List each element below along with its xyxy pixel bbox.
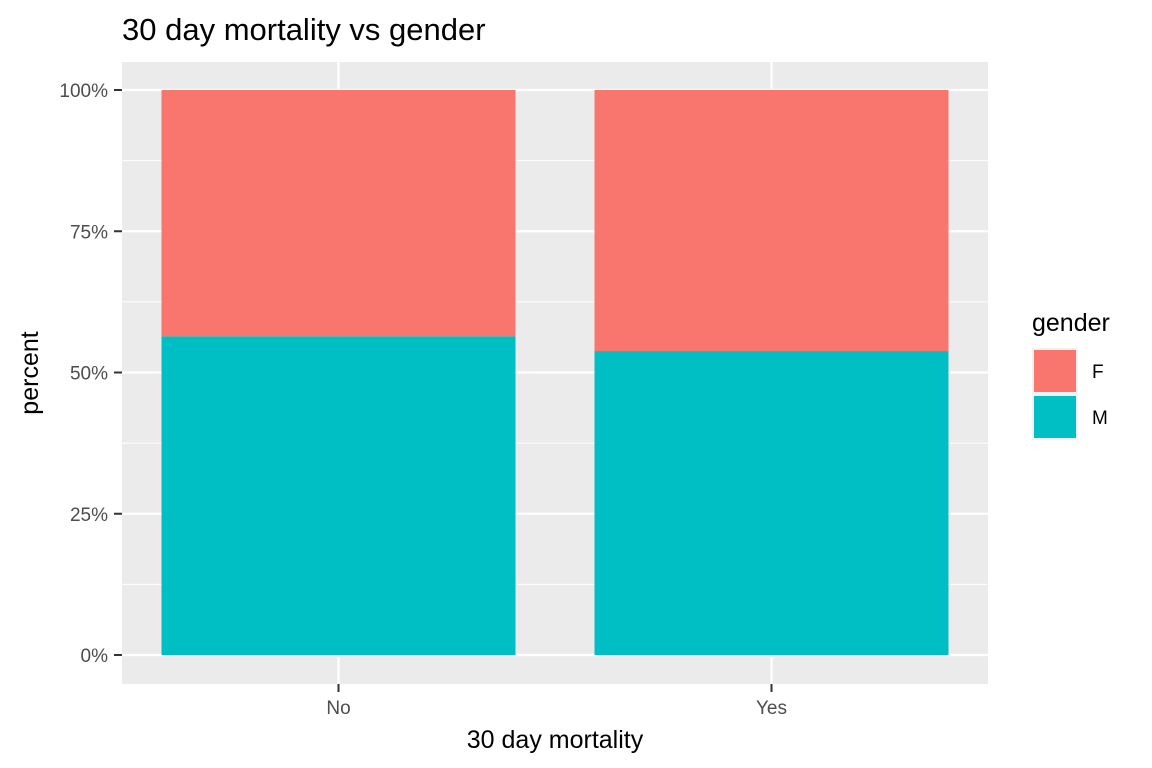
legend-items: FM [1032, 348, 1108, 440]
bar-yes-m [594, 351, 949, 655]
y-tick-label: 75% [70, 222, 108, 243]
legend-key-m [1034, 396, 1076, 438]
x-axis-title: 30 day mortality [467, 726, 644, 754]
y-tick-label: 0% [81, 646, 109, 667]
y-tick-label: 100% [59, 81, 108, 102]
y-tick-label: 50% [70, 364, 108, 385]
bar-no-f [161, 90, 516, 337]
x-tick-label: Yes [756, 698, 787, 719]
legend-label-f: F [1092, 362, 1104, 383]
bar-yes-f [594, 90, 949, 352]
y-tick-label: 25% [70, 505, 108, 526]
legend: gender FM [1032, 309, 1110, 440]
legend-key-f [1034, 350, 1076, 392]
legend-title: gender [1032, 309, 1110, 337]
chart-title: 30 day mortality vs gender [122, 12, 486, 47]
x-axis: No Yes [326, 684, 787, 719]
y-axis-title: percent [16, 331, 44, 414]
x-tick-label: No [326, 698, 350, 719]
bar-no-m [161, 336, 516, 655]
y-axis: 0% 25% 50% 75% 100% [59, 81, 122, 667]
bars [161, 90, 949, 655]
legend-label-m: M [1092, 408, 1108, 429]
